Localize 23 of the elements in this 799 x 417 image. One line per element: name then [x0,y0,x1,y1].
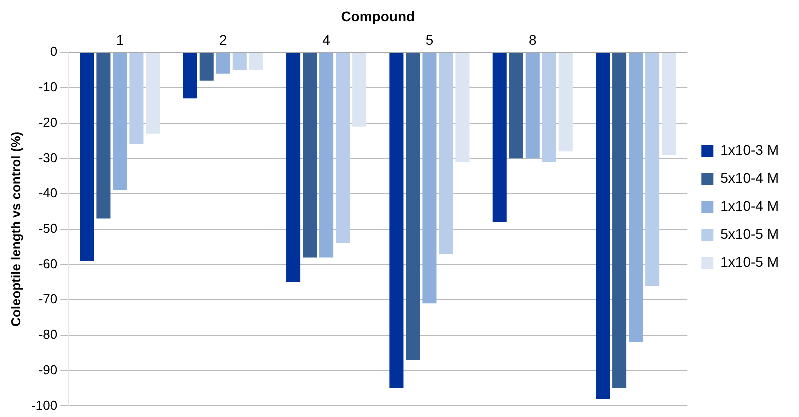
y-tick-label: -50 [38,220,58,236]
legend-label: 5x10-4 M [720,170,779,186]
y-tick-label: -80 [38,327,58,342]
y-tick-label: -90 [38,362,58,378]
y-tick-label: -10 [38,80,58,95]
legend-label: 1x10-3 M [720,142,779,158]
y-tick-label: 0 [50,44,58,60]
legend-label: 1x10-5 M [720,254,779,270]
y-tick-label: -20 [38,114,58,130]
y-tick-label: -100 [32,398,58,413]
y-axis-title: Coleoptile length vs control (%) [8,132,24,327]
y-tick-label: -60 [38,256,58,272]
legend-label: 1x10-4 M [720,198,779,214]
legend-label: 5x10-5 M [720,226,779,242]
x-axis-title: Compound [341,8,416,24]
x-tick-label: 4 [322,32,331,48]
y-tick-label: -30 [38,150,58,166]
x-tick-label: 5 [426,32,434,48]
x-tick-label: 8 [528,32,537,48]
x-tick-label: 2 [219,32,228,48]
y-tick-label: -40 [38,186,58,201]
y-tick-label: -70 [38,292,58,307]
x-tick-label: 1 [116,32,124,48]
